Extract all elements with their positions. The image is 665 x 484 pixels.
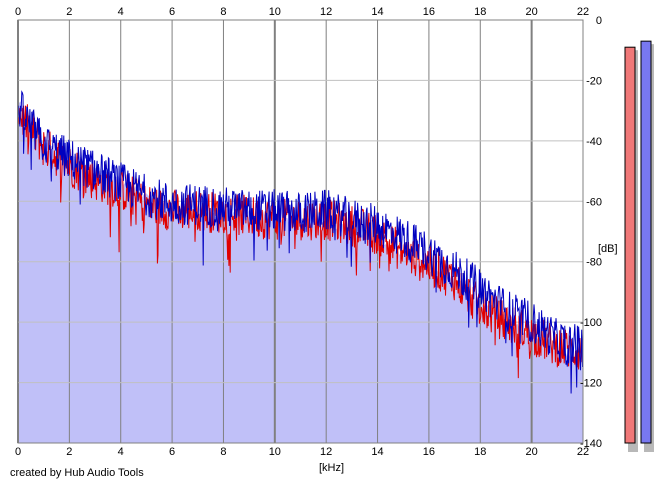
x-tick-label-bottom: 12 xyxy=(320,446,332,458)
x-tick-label-bottom: 2 xyxy=(66,446,72,458)
x-tick-label-bottom: 20 xyxy=(526,446,538,458)
level-meters xyxy=(624,40,654,453)
plot-frame xyxy=(17,19,584,444)
y-tick-label: -60 xyxy=(586,196,602,208)
y-axis-label: [dB] xyxy=(598,243,618,255)
x-tick-label-bottom: 16 xyxy=(423,446,435,458)
x-tick-label-top: 22 xyxy=(577,6,589,18)
x-tick-label-bottom: 18 xyxy=(474,446,486,458)
x-tick-label-top: 4 xyxy=(118,6,124,18)
credit-text: created by Hub Audio Tools xyxy=(10,467,144,479)
x-tick-label-top: 20 xyxy=(526,6,538,18)
spectrum-line-blue xyxy=(17,90,584,394)
y-tick-label: -100 xyxy=(580,317,602,329)
plot-area xyxy=(17,19,584,444)
spectrum-line-red xyxy=(17,104,584,379)
x-tick-label-top: 10 xyxy=(269,6,281,18)
y-tick-label: -20 xyxy=(586,75,602,87)
x-tick-label-top: 8 xyxy=(220,6,226,18)
x-tick-label-bottom: 22 xyxy=(577,446,589,458)
x-tick-label-bottom: 10 xyxy=(269,446,281,458)
x-tick-label-bottom: 8 xyxy=(220,446,226,458)
x-tick-label-top: 18 xyxy=(474,6,486,18)
x-tick-label-bottom: 4 xyxy=(118,446,124,458)
y-tick-label: 0 xyxy=(596,15,602,27)
spectrum-envelope-area xyxy=(18,97,583,443)
x-tick-label-top: 0 xyxy=(15,6,21,18)
x-tick-label-top: 2 xyxy=(66,6,72,18)
x-tick-label-bottom: 6 xyxy=(169,446,175,458)
y-tick-label: -120 xyxy=(580,378,602,390)
x-tick-label-bottom: 14 xyxy=(371,446,383,458)
x-tick-label-top: 16 xyxy=(423,6,435,18)
level-meter-red xyxy=(624,46,636,444)
x-axis-label: [kHz] xyxy=(319,462,344,474)
y-tick-label: -140 xyxy=(580,438,602,450)
x-tick-label-top: 14 xyxy=(371,6,383,18)
y-tick-label: -80 xyxy=(586,257,602,269)
x-tick-label-top: 12 xyxy=(320,6,332,18)
tick-labels: 002244668810101212141416161818202022220-… xyxy=(15,6,602,458)
x-tick-label-top: 6 xyxy=(169,6,175,18)
level-meter-blue xyxy=(640,40,652,444)
y-tick-label: -40 xyxy=(586,136,602,148)
x-tick-label-bottom: 0 xyxy=(15,446,21,458)
